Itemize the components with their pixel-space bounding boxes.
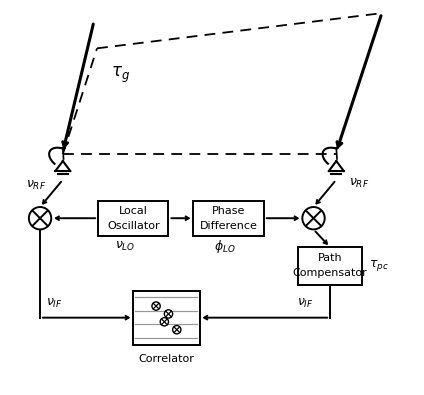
Circle shape	[173, 325, 181, 334]
Text: $\nu_{RF}$: $\nu_{RF}$	[26, 179, 46, 192]
Circle shape	[302, 207, 325, 229]
Text: $\nu_{IF}$: $\nu_{IF}$	[46, 297, 63, 310]
Text: $\nu_{RF}$: $\nu_{RF}$	[349, 177, 369, 190]
Text: $\tau_g$: $\tau_g$	[112, 65, 130, 85]
Text: Difference: Difference	[200, 221, 257, 231]
Text: Compensator: Compensator	[293, 268, 368, 278]
Bar	[298, 247, 362, 284]
Text: $\phi_{LO}$: $\phi_{LO}$	[214, 238, 235, 255]
Bar	[133, 291, 200, 344]
Bar	[98, 201, 168, 236]
Circle shape	[165, 310, 173, 318]
Text: $\nu_{LO}$: $\nu_{LO}$	[115, 240, 135, 253]
Text: Correlator: Correlator	[139, 354, 194, 364]
Text: $\tau_{pc}$: $\tau_{pc}$	[369, 258, 389, 273]
Circle shape	[160, 318, 168, 326]
Circle shape	[152, 302, 160, 310]
Text: Local: Local	[119, 206, 148, 216]
Circle shape	[29, 207, 51, 229]
Text: Oscillator: Oscillator	[107, 221, 159, 231]
Text: $\nu_{IF}$: $\nu_{IF}$	[297, 297, 314, 310]
Bar	[193, 201, 264, 236]
Text: Phase: Phase	[212, 206, 245, 216]
Text: Path: Path	[318, 254, 343, 263]
